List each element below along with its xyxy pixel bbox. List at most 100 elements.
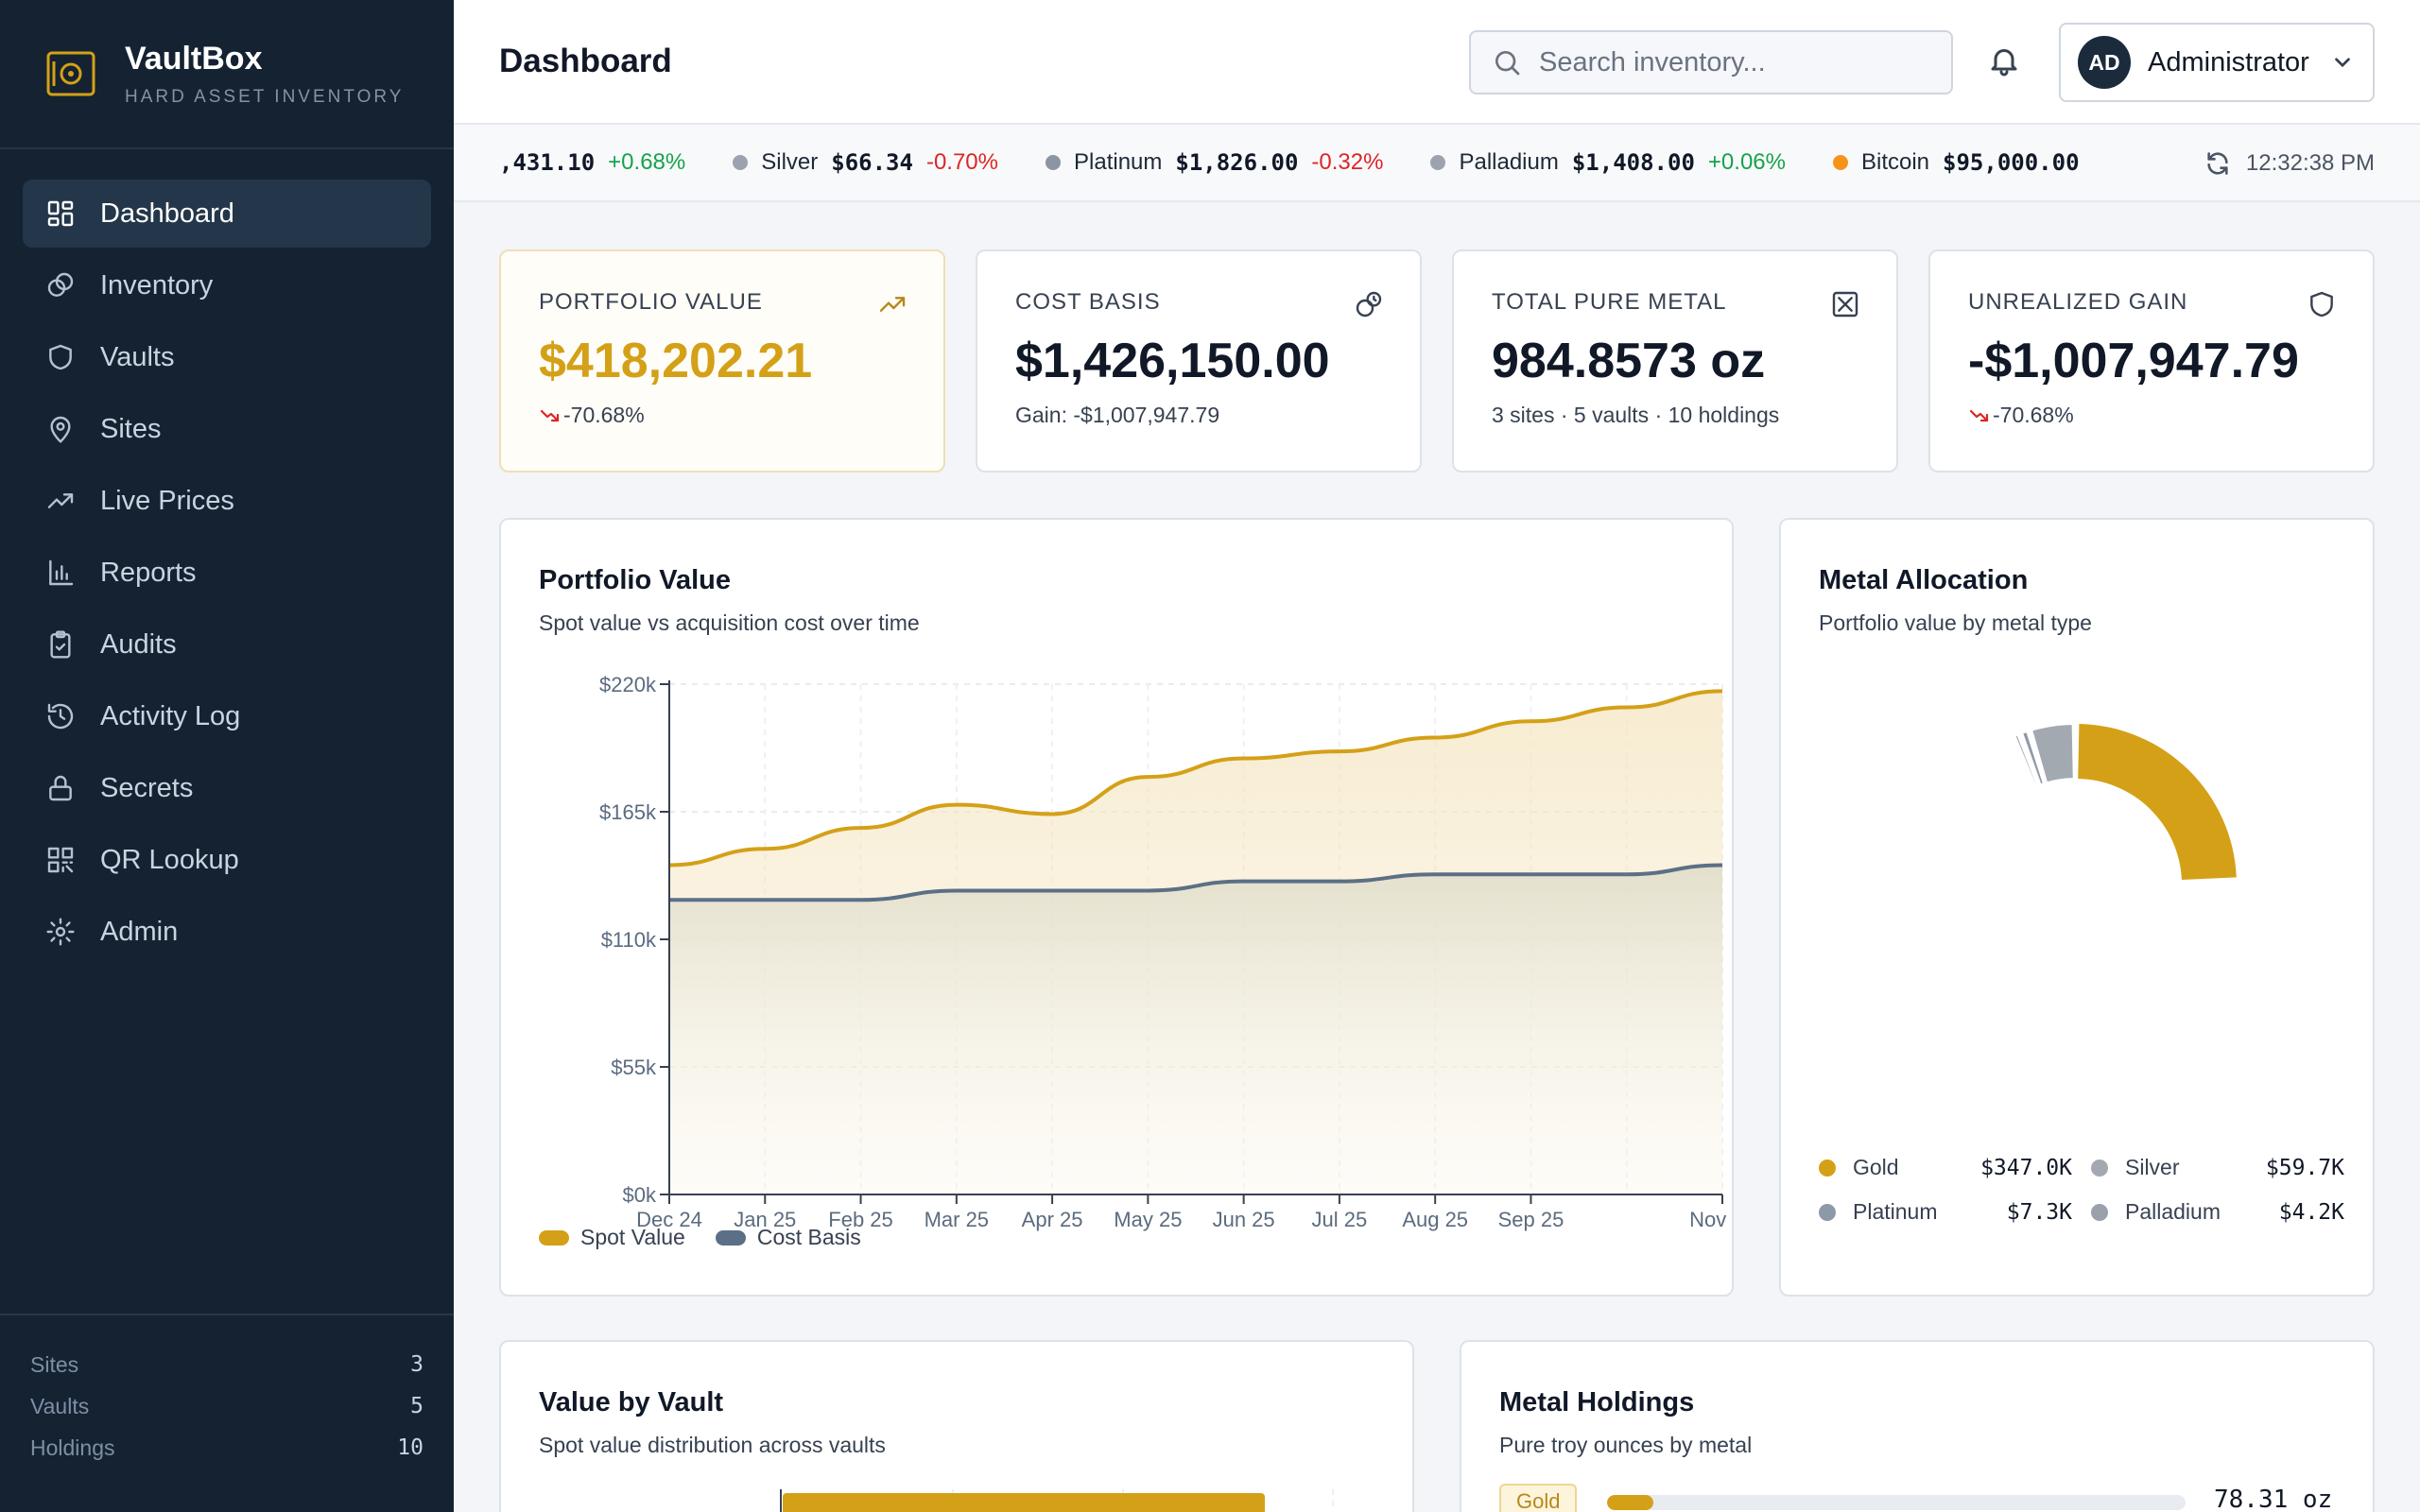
sidebar-item-qr-lookup[interactable]: QR Lookup	[23, 826, 431, 894]
metal-dot-icon	[1046, 155, 1061, 170]
panel-title: Portfolio Value	[539, 565, 732, 595]
portfolio-value-chart[interactable]: $0k $55k $110k $165k $220k Dec 24 Jan 25 Feb 25…	[501, 652, 1730, 1238]
kpi-card-total-pure-metal[interactable]: TOTAL PURE METAL 984.8573 oz 3 sites · 5…	[1452, 249, 1898, 472]
sidebar-item-live-prices[interactable]: Live Prices	[23, 467, 431, 535]
ticker-price: $1,826.00	[1175, 149, 1299, 176]
sidebar-item-label: Secrets	[100, 772, 194, 803]
chevron-down-icon	[2334, 58, 2350, 68]
kpi-subtext: 3 sites · 5 vaults · 10 holdings	[1492, 403, 1858, 428]
kpi-subtext: -70.68%	[1968, 403, 2335, 428]
sidebar-item-label: Activity Log	[100, 700, 241, 731]
price-ticker: ,431.10 +0.68% Silver $66.34 -0.70% Platinum $…	[454, 125, 2420, 202]
panel-title: Metal Allocation	[1819, 565, 2029, 595]
sidebar-item-vaults[interactable]: Vaults	[23, 323, 431, 391]
sidebar-item-reports[interactable]: Reports	[23, 539, 431, 607]
lock-icon	[45, 773, 76, 803]
user-menu[interactable]: AD Administrator	[2059, 23, 2375, 102]
bell-icon[interactable]	[1987, 43, 2021, 77]
vault-logo-icon	[46, 51, 95, 96]
sidebar-item-dashboard[interactable]: Dashboard	[23, 180, 431, 248]
metal-allocation-panel: Metal Allocation Portfolio value by meta…	[1779, 518, 2375, 1297]
ticker-name: Silver	[761, 149, 819, 175]
kpi-subtext: -70.68%	[539, 403, 906, 428]
panel-title: Value by Vault	[539, 1387, 724, 1418]
donut-slice-gold[interactable]	[2078, 724, 2237, 880]
x-tick-label: May 25	[1114, 1208, 1182, 1231]
ticker-refresh[interactable]: 12:32:38 PM	[2185, 125, 2375, 200]
vault-bar[interactable]	[783, 1493, 1265, 1512]
x-tick-label: Jul 25	[1312, 1208, 1368, 1231]
sidebar-item-label: Inventory	[100, 269, 214, 301]
kpi-subtext-value: Gain: -$1,007,947.79	[1015, 403, 1220, 427]
stat-label: Sites	[30, 1351, 79, 1377]
x-tick-label: Aug 25	[1402, 1208, 1468, 1231]
allocation-donut-chart[interactable]	[1781, 671, 2373, 1106]
panel-subtitle: Spot value distribution across vaults	[539, 1433, 886, 1457]
clipboard-check-icon	[45, 629, 76, 660]
kpi-card-unrealized-gain[interactable]: UNREALIZED GAIN -$1,007,947.79 -70.68%	[1928, 249, 2375, 472]
x-tick-label: Apr 25	[1022, 1208, 1083, 1231]
stat-value: 10	[397, 1435, 424, 1460]
panel-subtitle: Spot value vs acquisition cost over time	[539, 610, 920, 635]
holding-value: 78.31 oz	[2214, 1486, 2333, 1512]
metal-dot-icon	[1832, 155, 1848, 170]
allocation-legend-gold[interactable]: Gold $347.0K	[1819, 1155, 2072, 1180]
x-tick-label: Mar 25	[925, 1208, 989, 1231]
ticker-price: $95,000.00	[1943, 149, 2080, 176]
panel-subtitle: Pure troy ounces by metal	[1499, 1433, 1753, 1457]
x-tick-label: Dec 24	[636, 1208, 702, 1231]
ticker-change: +0.68%	[608, 149, 686, 175]
bar-chart-icon	[45, 558, 76, 588]
allocation-legend-silver[interactable]: Silver $59.7K	[2091, 1155, 2344, 1180]
ticker-item[interactable]: Bitcoin $95,000.00	[1832, 149, 2093, 176]
sidebar-stats: Sites 3 Vaults 5 Holdings 10	[0, 1314, 454, 1512]
legend-dot	[2091, 1159, 2108, 1177]
ticker-item[interactable]: Platinum $1,826.00 -0.32%	[1046, 149, 1383, 176]
legend-label: Spot Value	[580, 1225, 685, 1249]
coins-icon	[1356, 291, 1382, 318]
legend-cost-basis[interactable]: Cost Basis	[715, 1225, 861, 1250]
legend-label: Silver	[2125, 1155, 2180, 1179]
search-input[interactable]	[1539, 46, 1936, 78]
ticker-name: Platinum	[1074, 149, 1163, 175]
sidebar-item-sites[interactable]: Sites	[23, 395, 431, 463]
allocation-legend-platinum[interactable]: Platinum $7.3K	[1819, 1199, 2072, 1225]
vault-bar-chart[interactable]	[501, 1482, 1412, 1512]
sidebar-stat-holdings: Holdings 10	[30, 1427, 424, 1469]
ticker-item[interactable]: Silver $66.34 -0.70%	[733, 149, 998, 176]
dashboard-icon	[45, 198, 76, 229]
metal-dot-icon	[733, 155, 749, 170]
donut-slice-palladium[interactable]	[2014, 733, 2039, 788]
user-name: Administrator	[2148, 46, 2309, 77]
legend-spot-value[interactable]: Spot Value	[539, 1225, 685, 1250]
sidebar-item-secrets[interactable]: Secrets	[23, 754, 431, 822]
kpi-subtext: Gain: -$1,007,947.79	[1015, 403, 1382, 428]
ticker-item[interactable]: ,431.10 +0.68%	[499, 149, 685, 176]
legend-label: Gold	[1853, 1155, 1899, 1179]
kpi-card-portfolio-value[interactable]: PORTFOLIO VALUE $418,202.21 -70.68%	[499, 249, 945, 472]
kpi-subtext-value: -70.68%	[563, 403, 645, 427]
holding-metal-badge: Gold	[1499, 1484, 1578, 1512]
donut-slice-platinum[interactable]	[2020, 730, 2046, 786]
shield-icon	[45, 342, 76, 372]
stat-value: 5	[410, 1394, 424, 1418]
kpi-value: $418,202.21	[539, 334, 813, 388]
brand[interactable]: VaultBox HARD ASSET INVENTORY	[0, 0, 454, 149]
sidebar-item-admin[interactable]: Admin	[23, 898, 431, 966]
search-box[interactable]	[1469, 30, 1953, 94]
sidebar-item-inventory[interactable]: Inventory	[23, 251, 431, 319]
sidebar-item-activity-log[interactable]: Activity Log	[23, 682, 431, 750]
trending-up-icon	[45, 486, 76, 516]
metal-holdings-panel: Metal Holdings Pure troy ounces by metal…	[1460, 1340, 2375, 1512]
legend-value: $59.7K	[2265, 1155, 2344, 1180]
kpi-label: TOTAL PURE METAL	[1492, 289, 1727, 315]
stat-label: Vaults	[30, 1393, 90, 1418]
sidebar-item-audits[interactable]: Audits	[23, 610, 431, 679]
stat-label: Holdings	[30, 1435, 115, 1460]
donut-slice-silver[interactable]	[2030, 723, 2075, 784]
allocation-legend-palladium[interactable]: Palladium $4.2K	[2091, 1199, 2344, 1225]
kpi-value: $1,426,150.00	[1015, 334, 1330, 388]
kpi-card-cost-basis[interactable]: COST BASIS $1,426,150.00 Gain: -$1,007,9…	[976, 249, 1422, 472]
cost-basis-line	[669, 863, 1723, 902]
ticker-item[interactable]: Palladium $1,408.00 +0.06%	[1430, 149, 1786, 176]
